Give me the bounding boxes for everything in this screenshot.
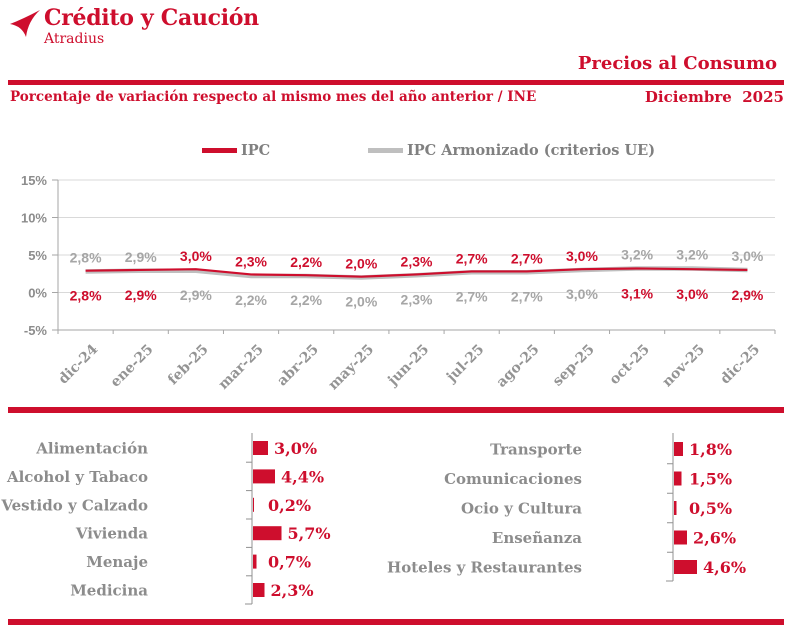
data-label-bottom: 2,9% (180, 287, 212, 303)
ipc-line-chart: 15% 10% 5% 0% -5% 2,8% 2,8% 2,9% 2,9% 3,0% 2,9% 2,3… (21, 173, 776, 394)
data-label-top: 3,2% (676, 247, 708, 263)
category-label: Transporte (490, 441, 582, 459)
y-tick-label: 15% (21, 173, 47, 188)
category-label: Alimentación (35, 440, 148, 458)
legend-item-armonizado: IPC Armonizado (criterios UE) (368, 142, 655, 159)
month-label: ago-25 (493, 342, 542, 391)
ipc-line (85, 267, 748, 278)
category-bar (674, 530, 687, 545)
chart-legend: IPC IPC Armonizado (criterios UE) (0, 142, 792, 162)
y-tick-label: 5% (28, 248, 47, 263)
category-label: Alcohol y Tabaco (6, 468, 148, 486)
month-label: sep-25 (550, 342, 598, 390)
month-label: nov-25 (659, 342, 708, 391)
category-label: Ocio y Cultura (461, 500, 582, 518)
title-divider (8, 80, 784, 85)
data-label-top: 2,3% (401, 253, 433, 269)
data-label-bottom: 2,8% (70, 288, 102, 304)
legend-item-ipc: IPC (202, 142, 270, 159)
data-label-bottom: 2,2% (235, 292, 267, 308)
data-label-bottom: 2,9% (731, 287, 763, 303)
report-period: Diciembre 2025 (644, 88, 784, 106)
legend-label-ipc: IPC (241, 142, 271, 159)
data-label-bottom: 2,0% (345, 294, 377, 310)
section-divider (8, 407, 784, 413)
month-label: mar-25 (216, 342, 267, 393)
category-bar (674, 471, 682, 486)
data-label-top: 3,2% (621, 247, 653, 263)
category-label: Medicina (70, 582, 148, 600)
category-label: Vivienda (75, 525, 148, 543)
category-bar (674, 560, 697, 574)
category-label: Enseñanza (492, 529, 582, 547)
data-label-top: 2,7% (456, 250, 488, 266)
footer-bar (8, 619, 784, 625)
category-label: Hoteles y Restaurantes (387, 559, 582, 577)
category-bars-chart: Alimentación 3,0% Alcohol y Tabaco 4,4% Vest… (0, 433, 746, 605)
armonizado-line-swatch (368, 148, 403, 153)
y-tick-label: 10% (21, 211, 47, 226)
data-label-bottom: 2,3% (401, 291, 433, 307)
category-label: Menaje (86, 553, 148, 571)
category-bar (253, 526, 282, 541)
data-label-top: 2,8% (70, 250, 102, 266)
y-tick-label: -5% (24, 323, 48, 338)
brand: Crédito y Caución Atradius (8, 6, 259, 48)
category-value: 0,2% (268, 496, 311, 515)
data-label-bottom: 3,0% (566, 286, 598, 302)
category-value: 0,7% (268, 553, 311, 572)
brand-subtitle: Atradius (44, 31, 105, 48)
data-label-top: 2,0% (345, 256, 377, 272)
month-label: oct-25 (607, 342, 653, 388)
category-bar (674, 442, 683, 456)
category-value: 4,4% (281, 467, 324, 486)
data-label-bottom: 3,0% (676, 286, 708, 302)
data-label-top: 3,0% (731, 248, 763, 264)
data-label-bottom: 2,7% (511, 288, 543, 304)
month-label: may-25 (325, 342, 377, 394)
category-value: 1,5% (689, 470, 732, 489)
report-subtitle: Porcentaje de variación respecto al mism… (10, 89, 537, 105)
category-value: 2,6% (693, 529, 736, 548)
data-label-top: 2,7% (511, 250, 543, 266)
data-label-top: 2,9% (125, 249, 157, 265)
category-bar (253, 554, 257, 569)
month-label: ene-25 (108, 342, 157, 391)
data-label-top: 2,3% (235, 253, 267, 269)
month-label: jun-25 (384, 342, 433, 391)
month-label: dic-25 (717, 342, 763, 388)
category-value: 4,6% (703, 558, 746, 577)
category-value: 5,7% (288, 524, 331, 543)
month-label: feb-25 (165, 342, 212, 389)
data-label-bottom: 2,2% (290, 292, 322, 308)
month-label: jul-25 (442, 342, 487, 387)
brand-text: Crédito y Caución Atradius (44, 6, 259, 48)
data-label-bottom: 2,7% (456, 288, 488, 304)
data-label-top: 3,0% (180, 248, 212, 264)
legend-label-armonizado: IPC Armonizado (criterios UE) (407, 142, 656, 159)
y-tick-label: 0% (28, 286, 47, 301)
data-label-bottom: 2,9% (125, 287, 157, 303)
brand-name: Crédito y Caución (44, 5, 259, 31)
category-bar (253, 469, 275, 484)
category-bar (253, 497, 254, 512)
category-label: Comunicaciones (444, 470, 582, 488)
category-label: Vestido y Calzado (0, 496, 148, 514)
data-label-bottom: 3,1% (621, 285, 653, 301)
month-label: abr-25 (274, 342, 322, 390)
category-value: 1,8% (689, 440, 732, 459)
report-title: Precios al Consumo (577, 53, 777, 74)
data-label-top: 2,2% (290, 254, 322, 270)
category-value: 3,0% (274, 439, 317, 458)
category-bar (253, 583, 265, 597)
ipc-line-swatch (202, 148, 237, 153)
month-label: dic-24 (55, 341, 101, 387)
data-label-top: 3,0% (566, 248, 598, 264)
category-value: 2,3% (271, 581, 314, 600)
category-bar (253, 441, 268, 455)
category-bar (674, 501, 677, 515)
credito-y-caucion-logo-icon (10, 10, 40, 37)
category-value: 0,5% (689, 499, 732, 518)
